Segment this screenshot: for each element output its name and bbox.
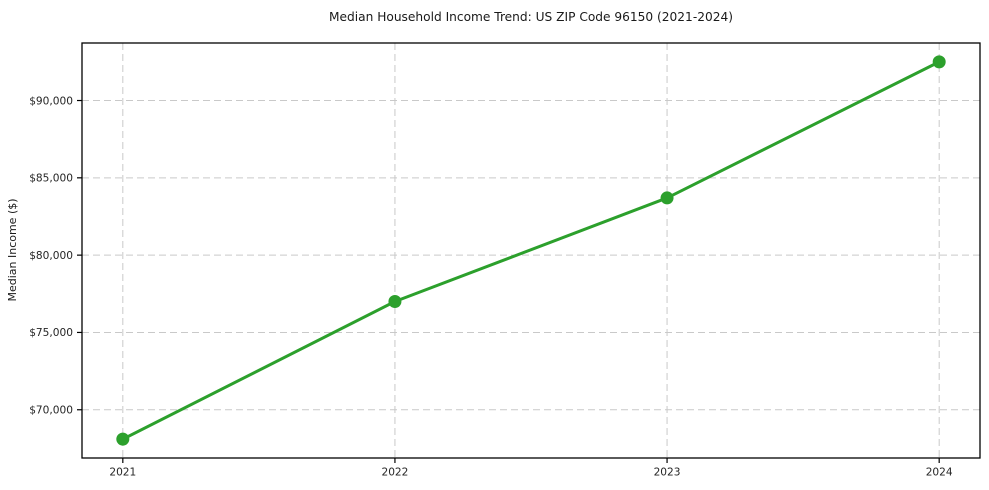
axis-layer: $70,000 $75,000 $80,000 $85,000 $90,000 2021 2…: [29, 42, 981, 479]
series-layer: [116, 55, 946, 446]
grid-layer: [82, 43, 980, 458]
x-tick-label: 2023: [654, 467, 681, 479]
y-axis-label: Median Income ($): [6, 198, 19, 301]
chart-title: Median Household Income Trend: US ZIP Co…: [329, 10, 733, 24]
y-tick-label: $80,000: [29, 250, 73, 262]
y-tick-label: $85,000: [29, 173, 73, 185]
y-tick-label: $75,000: [29, 327, 73, 339]
trend-line: [121, 60, 941, 441]
plot-border: [81, 42, 981, 459]
data-point-2023: [660, 191, 674, 205]
y-tick-label: $90,000: [29, 95, 73, 107]
y-tick-label: $70,000: [29, 405, 73, 417]
x-tick-label: 2022: [381, 467, 408, 479]
data-point-2021: [116, 432, 130, 446]
data-point-2022: [388, 295, 402, 309]
x-tick-label: 2024: [926, 467, 953, 479]
data-point-2024: [932, 55, 946, 69]
x-tick-label: 2021: [109, 467, 136, 479]
